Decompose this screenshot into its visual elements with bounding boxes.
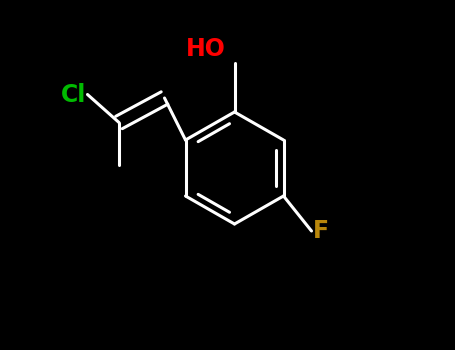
Text: HO: HO [186, 37, 226, 61]
Text: Cl: Cl [61, 83, 86, 106]
Text: F: F [313, 219, 329, 243]
